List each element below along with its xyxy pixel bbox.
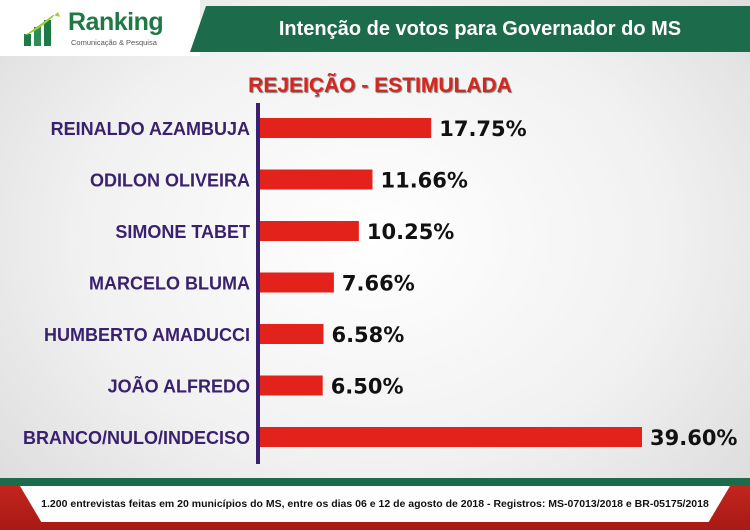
bar-chart: REINALDO AZAMBUJA 17.75% ODILON OLIVEIRA 11…	[23, 103, 737, 464]
category-label: SIMONE TABET	[115, 222, 250, 242]
header-banner: Intenção de votos para Governador do MS	[190, 6, 750, 52]
page-title: Intenção de votos para Governador do MS	[278, 18, 682, 40]
bar	[260, 118, 432, 138]
category-label: REINALDO AZAMBUJA	[51, 119, 250, 139]
category-label: ODILON OLIVEIRA	[90, 171, 250, 191]
bar	[260, 375, 323, 396]
footer-note: 1.200 entrevistas feitas em 20 município…	[41, 498, 709, 510]
category-label: MARCELO BLUMA	[89, 274, 250, 294]
bar	[260, 272, 334, 293]
bar	[260, 169, 373, 190]
chart-subtitle: REJEIÇÃO - ESTIMULADA	[248, 74, 512, 97]
category-label: JOÃO ALFREDO	[108, 376, 250, 397]
footer-stripe	[0, 478, 750, 486]
value-label: 7.66%	[342, 272, 415, 296]
value-label: 6.50%	[331, 375, 404, 399]
value-label: 17.75%	[439, 117, 526, 141]
bar	[260, 221, 359, 241]
value-label: 10.25%	[367, 220, 454, 244]
logo-name: Ranking	[68, 8, 164, 36]
bar	[260, 324, 324, 344]
footer-box	[20, 486, 730, 522]
value-label: 6.58%	[331, 323, 404, 347]
value-label: 39.60%	[650, 426, 737, 450]
bar	[260, 427, 642, 447]
category-label: HUMBERTO AMADUCCI	[44, 325, 250, 345]
logo: Ranking Comunicação & Pesquisa	[0, 0, 200, 56]
bar-chart-logo-icon	[24, 12, 60, 46]
logo-tagline: Comunicação & Pesquisa	[71, 38, 157, 47]
category-label: BRANCO/NULO/INDECISO	[23, 428, 250, 448]
value-label: 11.66%	[380, 169, 467, 193]
